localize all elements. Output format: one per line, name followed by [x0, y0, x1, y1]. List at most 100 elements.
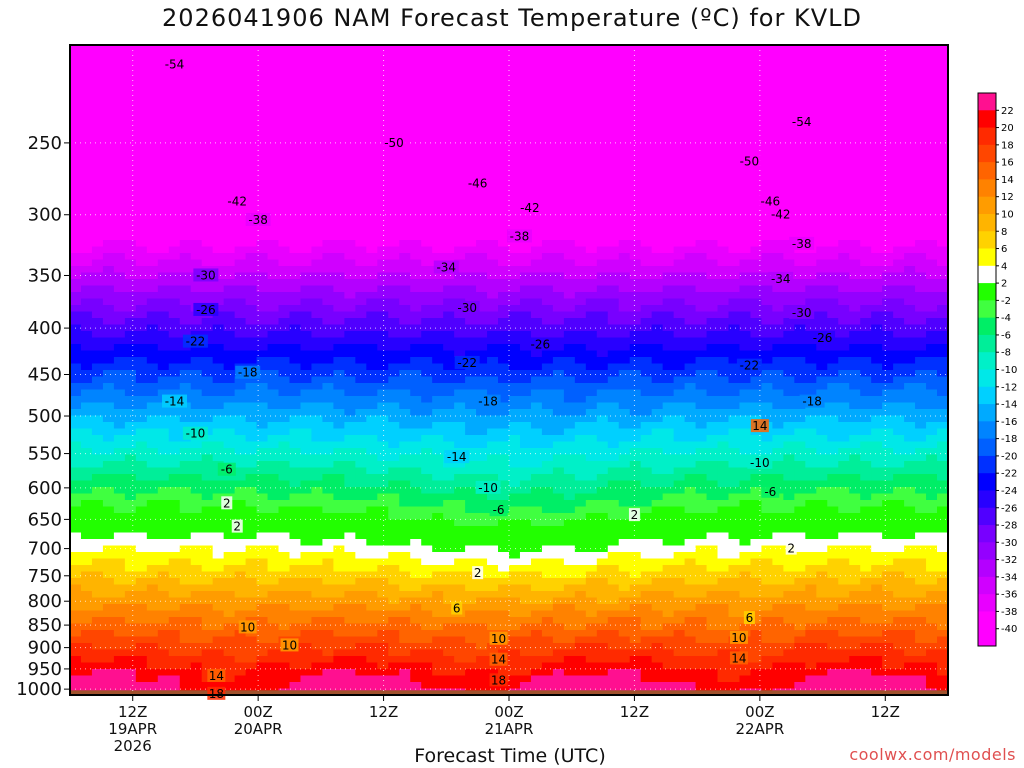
heatmap-cell	[355, 402, 367, 410]
heatmap-cell	[70, 389, 82, 397]
heatmap-cell	[662, 415, 675, 423]
heatmap-cell	[267, 227, 280, 235]
heatmap-cell	[673, 376, 686, 384]
heatmap-cell	[256, 51, 269, 59]
heatmap-cell	[146, 240, 159, 248]
heatmap-cell	[739, 45, 752, 53]
heatmap-cell	[476, 331, 488, 339]
heatmap-cell	[278, 168, 291, 176]
heatmap-cell	[91, 207, 104, 215]
heatmap-cell	[937, 142, 949, 150]
heatmap-cell	[926, 415, 938, 423]
heatmap-cell	[882, 136, 894, 144]
heatmap-cell	[399, 97, 411, 105]
heatmap-cell	[70, 344, 82, 352]
heatmap-cell	[838, 383, 850, 391]
heatmap-cell	[311, 409, 324, 417]
heatmap-cell	[849, 331, 861, 339]
heatmap-cell	[871, 129, 883, 137]
heatmap-cell	[860, 168, 872, 176]
heatmap-cell	[190, 396, 203, 404]
heatmap-cell	[849, 318, 861, 326]
heatmap-cell	[926, 175, 938, 183]
heatmap-cell	[739, 350, 752, 358]
heatmap-cell	[706, 415, 719, 423]
heatmap-cell	[684, 201, 697, 209]
heatmap-cell	[146, 220, 159, 228]
heatmap-cell	[893, 370, 905, 378]
heatmap-cell	[146, 207, 159, 215]
heatmap-cell	[443, 142, 455, 150]
heatmap-cell	[509, 51, 521, 59]
heatmap-cell	[157, 285, 170, 293]
heatmap-cell	[355, 129, 367, 137]
heatmap-cell	[761, 331, 773, 339]
heatmap-cell	[311, 116, 324, 124]
heatmap-cell	[662, 142, 675, 150]
heatmap-cell	[728, 363, 741, 371]
heatmap-cell	[179, 71, 192, 79]
heatmap-cell	[893, 116, 905, 124]
heatmap-cell	[750, 116, 763, 124]
heatmap-cell	[344, 51, 356, 59]
heatmap-cell	[640, 129, 653, 137]
heatmap-cell	[267, 279, 280, 287]
heatmap-cell	[190, 214, 203, 222]
heatmap-cell	[937, 123, 949, 131]
heatmap-cell	[684, 389, 697, 397]
heatmap-cell	[618, 51, 631, 59]
heatmap-cell	[618, 155, 631, 163]
heatmap-cell	[190, 422, 203, 430]
heatmap-cell	[728, 415, 741, 423]
heatmap-cell	[904, 149, 916, 157]
heatmap-cell	[596, 136, 609, 144]
heatmap-cell	[91, 123, 104, 131]
heatmap-cell	[629, 136, 642, 144]
heatmap-cell	[366, 227, 378, 235]
heatmap-cell	[915, 370, 927, 378]
heatmap-cell	[651, 227, 664, 235]
heatmap-cell	[432, 240, 444, 248]
heatmap-cell	[629, 415, 642, 423]
heatmap-cell	[838, 272, 850, 280]
heatmap-cell	[157, 45, 170, 53]
heatmap-cell	[530, 142, 543, 150]
heatmap-cell	[410, 292, 422, 300]
heatmap-cell	[673, 272, 686, 280]
heatmap-cell	[399, 77, 411, 85]
heatmap-cell	[717, 136, 730, 144]
heatmap-cell	[750, 396, 763, 404]
heatmap-cell	[267, 448, 280, 456]
heatmap-cell	[882, 428, 894, 436]
heatmap-cell	[739, 331, 752, 339]
heatmap-cell	[695, 324, 708, 332]
heatmap-cell	[245, 266, 258, 274]
heatmap-cell	[739, 136, 752, 144]
heatmap-cell	[366, 181, 378, 189]
heatmap-cell	[827, 201, 839, 209]
heatmap-cell	[223, 116, 236, 124]
heatmap-cell	[245, 240, 258, 248]
heatmap-cell	[355, 337, 367, 345]
heatmap-cell	[541, 84, 554, 92]
heatmap-cell	[607, 123, 620, 131]
heatmap-cell	[80, 266, 93, 274]
heatmap-cell	[893, 214, 905, 222]
heatmap-cell	[124, 51, 137, 59]
heatmap-cell	[80, 363, 93, 371]
heatmap-cell	[673, 90, 686, 98]
heatmap-cell	[91, 162, 104, 170]
heatmap-cell	[706, 155, 719, 163]
heatmap-cell	[421, 344, 433, 352]
heatmap-cell	[289, 116, 302, 124]
heatmap-cell	[476, 383, 488, 391]
heatmap-cell	[552, 305, 565, 313]
heatmap-cell	[882, 357, 894, 365]
heatmap-cell	[311, 428, 324, 436]
heatmap-cell	[596, 344, 609, 352]
heatmap-cell	[421, 318, 433, 326]
heatmap-cell	[344, 110, 356, 118]
heatmap-cell	[355, 363, 367, 371]
heatmap-cell	[673, 383, 686, 391]
heatmap-cell	[487, 344, 499, 352]
